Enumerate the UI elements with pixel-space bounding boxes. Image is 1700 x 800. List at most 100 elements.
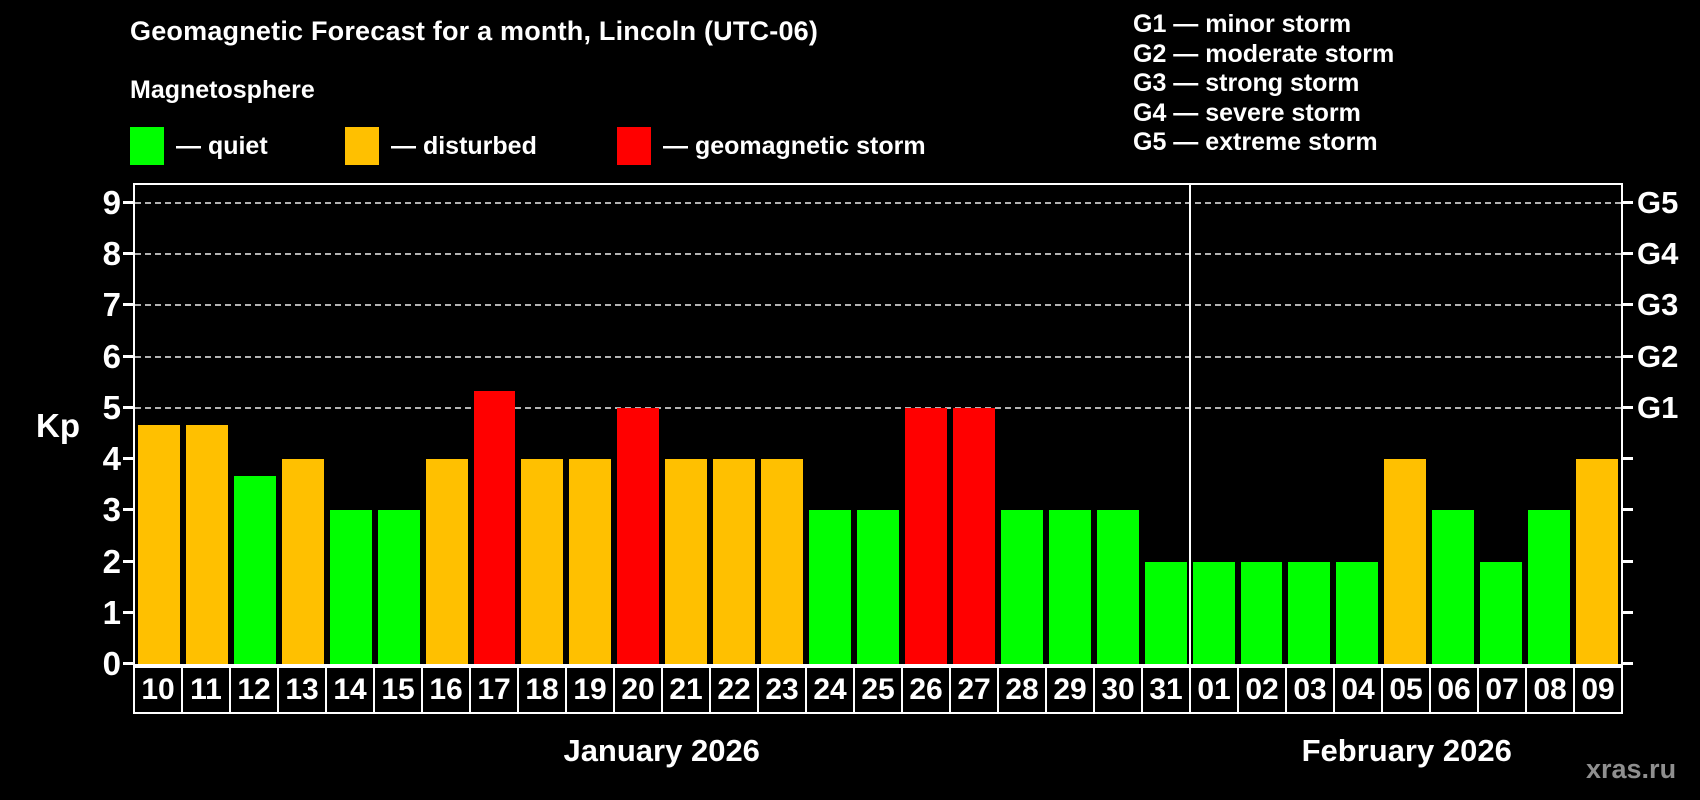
day-label-05: 05 bbox=[1381, 666, 1431, 714]
kp-bar-day-16 bbox=[425, 459, 468, 664]
kp-bar-day-30 bbox=[1096, 510, 1139, 664]
day-label-18: 18 bbox=[517, 666, 567, 714]
legend-label-disturbed: — disturbed bbox=[391, 131, 537, 160]
y-tick-right-7 bbox=[1621, 303, 1633, 307]
day-label-17: 17 bbox=[469, 666, 519, 714]
kp-bar-day-08 bbox=[1528, 510, 1571, 664]
kp-bar-day-25 bbox=[857, 510, 899, 664]
y-tick-label-4: 4 bbox=[102, 440, 121, 478]
g-scale-label-g3: G3 bbox=[1637, 287, 1679, 323]
y-axis-label: Kp bbox=[36, 407, 80, 444]
y-tick-right-3 bbox=[1621, 508, 1633, 512]
chart-title: Geomagnetic Forecast for a month, Lincol… bbox=[130, 16, 819, 46]
y-tick-label-1: 1 bbox=[102, 593, 121, 631]
month-labels: January 2026 February 2026 bbox=[133, 733, 1623, 773]
day-label-23: 23 bbox=[757, 666, 807, 714]
day-label-11: 11 bbox=[181, 666, 231, 714]
day-label-27: 27 bbox=[949, 666, 999, 714]
kp-bar-day-15 bbox=[377, 510, 420, 664]
kp-bar-day-11 bbox=[185, 424, 228, 664]
day-label-31: 31 bbox=[1141, 666, 1191, 714]
kp-bar-day-01 bbox=[1192, 561, 1235, 664]
kp-bar-day-26 bbox=[904, 407, 947, 664]
gridline-kp6 bbox=[135, 355, 1621, 358]
kp-bar-day-13 bbox=[281, 459, 324, 664]
y-tick-label-9: 9 bbox=[102, 183, 121, 221]
kp-bar-day-19 bbox=[569, 459, 612, 664]
day-axis: 10 11 12 13 14 15 16 17 18 19 20 21 22 23 24 25 26 27 28 29… bbox=[133, 666, 1623, 714]
kp-bar-day-31 bbox=[1144, 561, 1187, 664]
g-scale-label-g2: G2 bbox=[1637, 338, 1679, 374]
y-tick-right-8 bbox=[1621, 252, 1633, 256]
month-label-february: February 2026 bbox=[1301, 733, 1512, 768]
day-label-28: 28 bbox=[997, 666, 1047, 714]
legend-item-disturbed: — disturbed bbox=[345, 124, 537, 168]
storm-scale-line-g3: G3 — strong storm bbox=[1133, 69, 1360, 97]
y-tick-label-2: 2 bbox=[102, 542, 121, 580]
y-tick-left-5 bbox=[123, 405, 135, 409]
y-tick-right-2 bbox=[1621, 559, 1633, 563]
legend-item-storm: — geomagnetic storm bbox=[617, 124, 926, 168]
day-label-14: 14 bbox=[325, 666, 375, 714]
g-scale-label-g4: G4 bbox=[1637, 236, 1679, 272]
y-tick-left-6 bbox=[123, 354, 135, 358]
magnetosphere-legend: — quiet — disturbed — geomagnetic storm bbox=[0, 124, 1100, 168]
day-label-16: 16 bbox=[421, 666, 471, 714]
kp-bar-day-09 bbox=[1576, 459, 1618, 664]
day-label-25: 25 bbox=[853, 666, 903, 714]
y-tick-left-9 bbox=[123, 200, 135, 204]
kp-bar-day-07 bbox=[1480, 561, 1523, 664]
kp-bar-day-14 bbox=[329, 510, 372, 664]
kp-bar-day-04 bbox=[1336, 561, 1379, 664]
gridline-kp9 bbox=[135, 201, 1621, 204]
g-scale-label-g5: G5 bbox=[1637, 184, 1679, 220]
day-label-29: 29 bbox=[1045, 666, 1095, 714]
legend-label-storm: — geomagnetic storm bbox=[663, 131, 926, 160]
storm-scale-line-g5: G5 — extreme storm bbox=[1133, 128, 1378, 156]
y-tick-right-1 bbox=[1621, 610, 1633, 614]
day-label-13: 13 bbox=[277, 666, 327, 714]
storm-scale-line-g2: G2 — moderate storm bbox=[1133, 39, 1395, 68]
kp-bar-day-12 bbox=[233, 476, 276, 664]
y-tick-label-3: 3 bbox=[102, 491, 121, 529]
gridline-kp8 bbox=[135, 253, 1621, 256]
y-tick-left-2 bbox=[123, 559, 135, 563]
kp-bar-day-06 bbox=[1432, 510, 1475, 664]
g-scale-label-g1: G1 bbox=[1637, 389, 1679, 425]
y-tick-right-0 bbox=[1621, 662, 1633, 665]
day-label-24: 24 bbox=[805, 666, 855, 714]
day-label-12: 12 bbox=[229, 666, 279, 714]
day-label-08: 08 bbox=[1525, 666, 1575, 714]
y-tick-right-4 bbox=[1621, 457, 1633, 461]
y-tick-label-7: 7 bbox=[102, 286, 121, 324]
y-tick-left-3 bbox=[123, 508, 135, 512]
day-label-26: 26 bbox=[901, 666, 951, 714]
gridline-kp5 bbox=[135, 406, 1621, 409]
y-tick-left-1 bbox=[123, 610, 135, 614]
day-label-15: 15 bbox=[373, 666, 423, 714]
y-tick-label-8: 8 bbox=[102, 235, 121, 273]
month-separator-line bbox=[1188, 185, 1191, 664]
day-label-06: 06 bbox=[1429, 666, 1479, 714]
day-label-20: 20 bbox=[613, 666, 663, 714]
kp-bar-day-27 bbox=[952, 407, 995, 664]
day-label-01: 01 bbox=[1189, 666, 1239, 714]
day-label-07: 07 bbox=[1477, 666, 1527, 714]
y-tick-left-7 bbox=[123, 303, 135, 307]
y-tick-left-0 bbox=[123, 662, 135, 665]
storm-scale-line-g4: G4 — severe storm bbox=[1133, 98, 1361, 127]
day-label-09: 09 bbox=[1573, 666, 1623, 714]
kp-bar-day-03 bbox=[1288, 561, 1331, 664]
day-label-22: 22 bbox=[709, 666, 759, 714]
kp-bar-day-20 bbox=[617, 407, 660, 664]
kp-bar-day-18 bbox=[521, 459, 564, 664]
kp-bar-day-24 bbox=[809, 510, 852, 664]
y-tick-left-4 bbox=[123, 457, 135, 461]
kp-bar-day-10 bbox=[138, 424, 180, 664]
y-tick-label-0: 0 bbox=[102, 645, 121, 682]
kp-bar-day-29 bbox=[1048, 510, 1091, 664]
kp-bar-day-17 bbox=[473, 390, 516, 664]
y-tick-right-6 bbox=[1621, 354, 1633, 358]
day-label-21: 21 bbox=[661, 666, 711, 714]
